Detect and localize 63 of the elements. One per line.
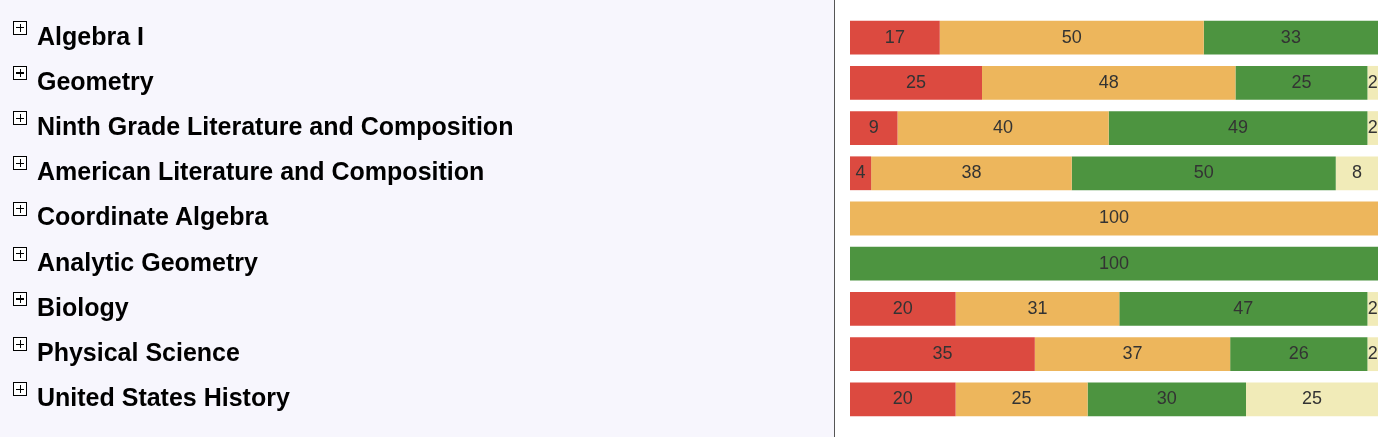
data-label: 31 [1027, 297, 1048, 318]
bar [1034, 337, 1231, 372]
bar [850, 20, 940, 55]
data-label: 35 [932, 343, 953, 364]
data-label: 4 [855, 162, 866, 183]
y-tick-label: American Literature and Composition [37, 157, 485, 186]
data-label: 2 [1367, 343, 1378, 364]
y-tick-label: Ninth Grade Literature and Composition [37, 111, 514, 140]
y-tick-label: Physical Science [37, 338, 240, 367]
data-label: 47 [1233, 297, 1254, 318]
data-label: 50 [1061, 26, 1082, 47]
data-label: 2 [1367, 297, 1378, 318]
data-label: 37 [1122, 343, 1143, 364]
bar [850, 111, 898, 145]
data-label: 20 [892, 297, 913, 318]
data-label: 30 [1156, 388, 1177, 409]
bar [1087, 382, 1246, 417]
data-label: 33 [1280, 26, 1301, 47]
data-label: 100 [1098, 207, 1130, 228]
bar [955, 382, 1088, 417]
bar [1230, 337, 1368, 372]
data-label: 9 [868, 117, 879, 138]
data-label: 26 [1288, 343, 1309, 364]
data-label: 17 [884, 26, 905, 47]
bar [939, 20, 1204, 55]
y-tick-label: Coordinate Algebra [37, 202, 270, 231]
y-tick-label: Biology [37, 292, 129, 321]
bar [1335, 156, 1378, 191]
bar [871, 156, 1072, 191]
data-label: 2 [1367, 71, 1378, 92]
bar [1071, 156, 1336, 191]
bar [1108, 111, 1368, 145]
bar [850, 337, 1035, 372]
data-label: 8 [1351, 162, 1362, 183]
data-label: 48 [1098, 71, 1119, 92]
data-label: 2 [1367, 117, 1378, 138]
bar [850, 156, 872, 191]
bar [850, 201, 1378, 236]
bar [982, 65, 1236, 100]
bar [850, 382, 956, 417]
bar [850, 292, 956, 326]
y-tick-label: Analytic Geometry [37, 247, 259, 276]
bar [1235, 65, 1368, 100]
data-label: 25 [1011, 388, 1032, 409]
bar [1119, 292, 1368, 326]
data-label: 20 [892, 388, 913, 409]
bar [850, 246, 1378, 281]
data-label: 38 [961, 162, 982, 183]
bar [955, 292, 1120, 326]
data-label: 100 [1098, 252, 1130, 273]
data-label: 25 [905, 71, 927, 92]
data-label: 25 [1291, 71, 1312, 92]
bar [1203, 20, 1378, 55]
data-label: 49 [1228, 117, 1249, 138]
bar [897, 111, 1109, 145]
y-tick-label: United States History [37, 383, 290, 412]
bar [850, 65, 982, 100]
bar [1246, 382, 1378, 417]
data-label: 40 [993, 117, 1014, 138]
y-tick-label: Geometry [37, 66, 154, 95]
data-label: 25 [1301, 388, 1323, 409]
y-tick-label: Algebra I [37, 21, 144, 50]
data-label: 50 [1193, 162, 1214, 183]
